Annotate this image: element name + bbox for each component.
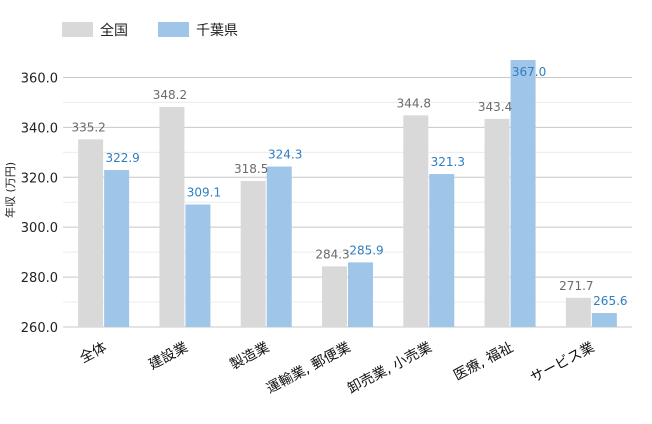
legend: 全国 千葉県 bbox=[62, 22, 238, 39]
y-tick-label: 260.0 bbox=[21, 321, 58, 336]
y-axis-ticks: 260.0 280.0 300.0 320.0 340.0 360.0 bbox=[21, 71, 58, 336]
x-tick-label: 運輸業, 郵便業 bbox=[264, 339, 354, 397]
x-tick-label: 卸売業, 小売業 bbox=[345, 339, 435, 397]
y-tick-label: 340.0 bbox=[21, 121, 58, 136]
x-tick-label: 医療, 福祉 bbox=[451, 339, 516, 384]
x-tick-label: サービス業 bbox=[528, 339, 597, 386]
x-tick-label: 全体 bbox=[77, 339, 110, 367]
bar-chiba bbox=[591, 313, 617, 327]
legend-label: 全国 bbox=[100, 22, 128, 39]
bar-chiba bbox=[266, 166, 292, 327]
data-label: 309.1 bbox=[187, 185, 221, 199]
y-axis-label: 年収 (万円) bbox=[3, 162, 17, 218]
data-label: 344.8 bbox=[397, 96, 431, 110]
data-label: 271.7 bbox=[559, 279, 593, 293]
data-label: 318.5 bbox=[234, 162, 268, 176]
data-label: 265.6 bbox=[593, 294, 627, 308]
bar-national bbox=[159, 106, 185, 328]
data-label: 367.0 bbox=[512, 65, 546, 79]
legend-label: 千葉県 bbox=[196, 23, 238, 39]
bar-chiba bbox=[104, 170, 130, 327]
y-tick-label: 360.0 bbox=[21, 71, 58, 86]
bar-chiba bbox=[348, 262, 373, 327]
x-tick-label: 製造業 bbox=[227, 339, 272, 373]
grid bbox=[63, 76, 632, 328]
bar-national bbox=[240, 181, 266, 327]
bar-national bbox=[565, 297, 591, 327]
data-label: 335.2 bbox=[71, 120, 105, 134]
bar-national bbox=[78, 139, 104, 327]
data-label: 285.9 bbox=[349, 243, 383, 257]
x-tick-label: 建設業 bbox=[146, 339, 191, 373]
data-label: 348.2 bbox=[153, 88, 187, 102]
bar-national bbox=[484, 118, 510, 328]
bars bbox=[78, 60, 617, 328]
bar-chiba bbox=[429, 174, 455, 327]
data-label: 324.3 bbox=[268, 148, 302, 162]
y-tick-label: 300.0 bbox=[21, 221, 58, 236]
data-label: 322.9 bbox=[105, 151, 139, 165]
y-tick-label: 320.0 bbox=[21, 171, 58, 186]
bar-national bbox=[403, 115, 429, 327]
data-label: 284.3 bbox=[315, 247, 349, 261]
bar-chiba bbox=[185, 204, 211, 327]
data-label: 321.3 bbox=[431, 155, 465, 169]
bar-national bbox=[322, 266, 347, 327]
y-tick-label: 280.0 bbox=[21, 271, 58, 286]
data-label: 343.4 bbox=[478, 100, 512, 114]
legend-swatch bbox=[62, 22, 93, 37]
bar-chiba bbox=[510, 60, 536, 327]
legend-swatch bbox=[158, 22, 189, 37]
